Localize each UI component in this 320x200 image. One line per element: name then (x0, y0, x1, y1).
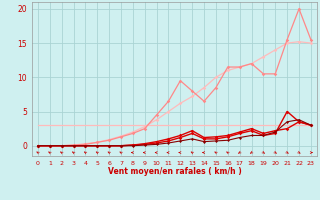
X-axis label: Vent moyen/en rafales ( km/h ): Vent moyen/en rafales ( km/h ) (108, 167, 241, 176)
